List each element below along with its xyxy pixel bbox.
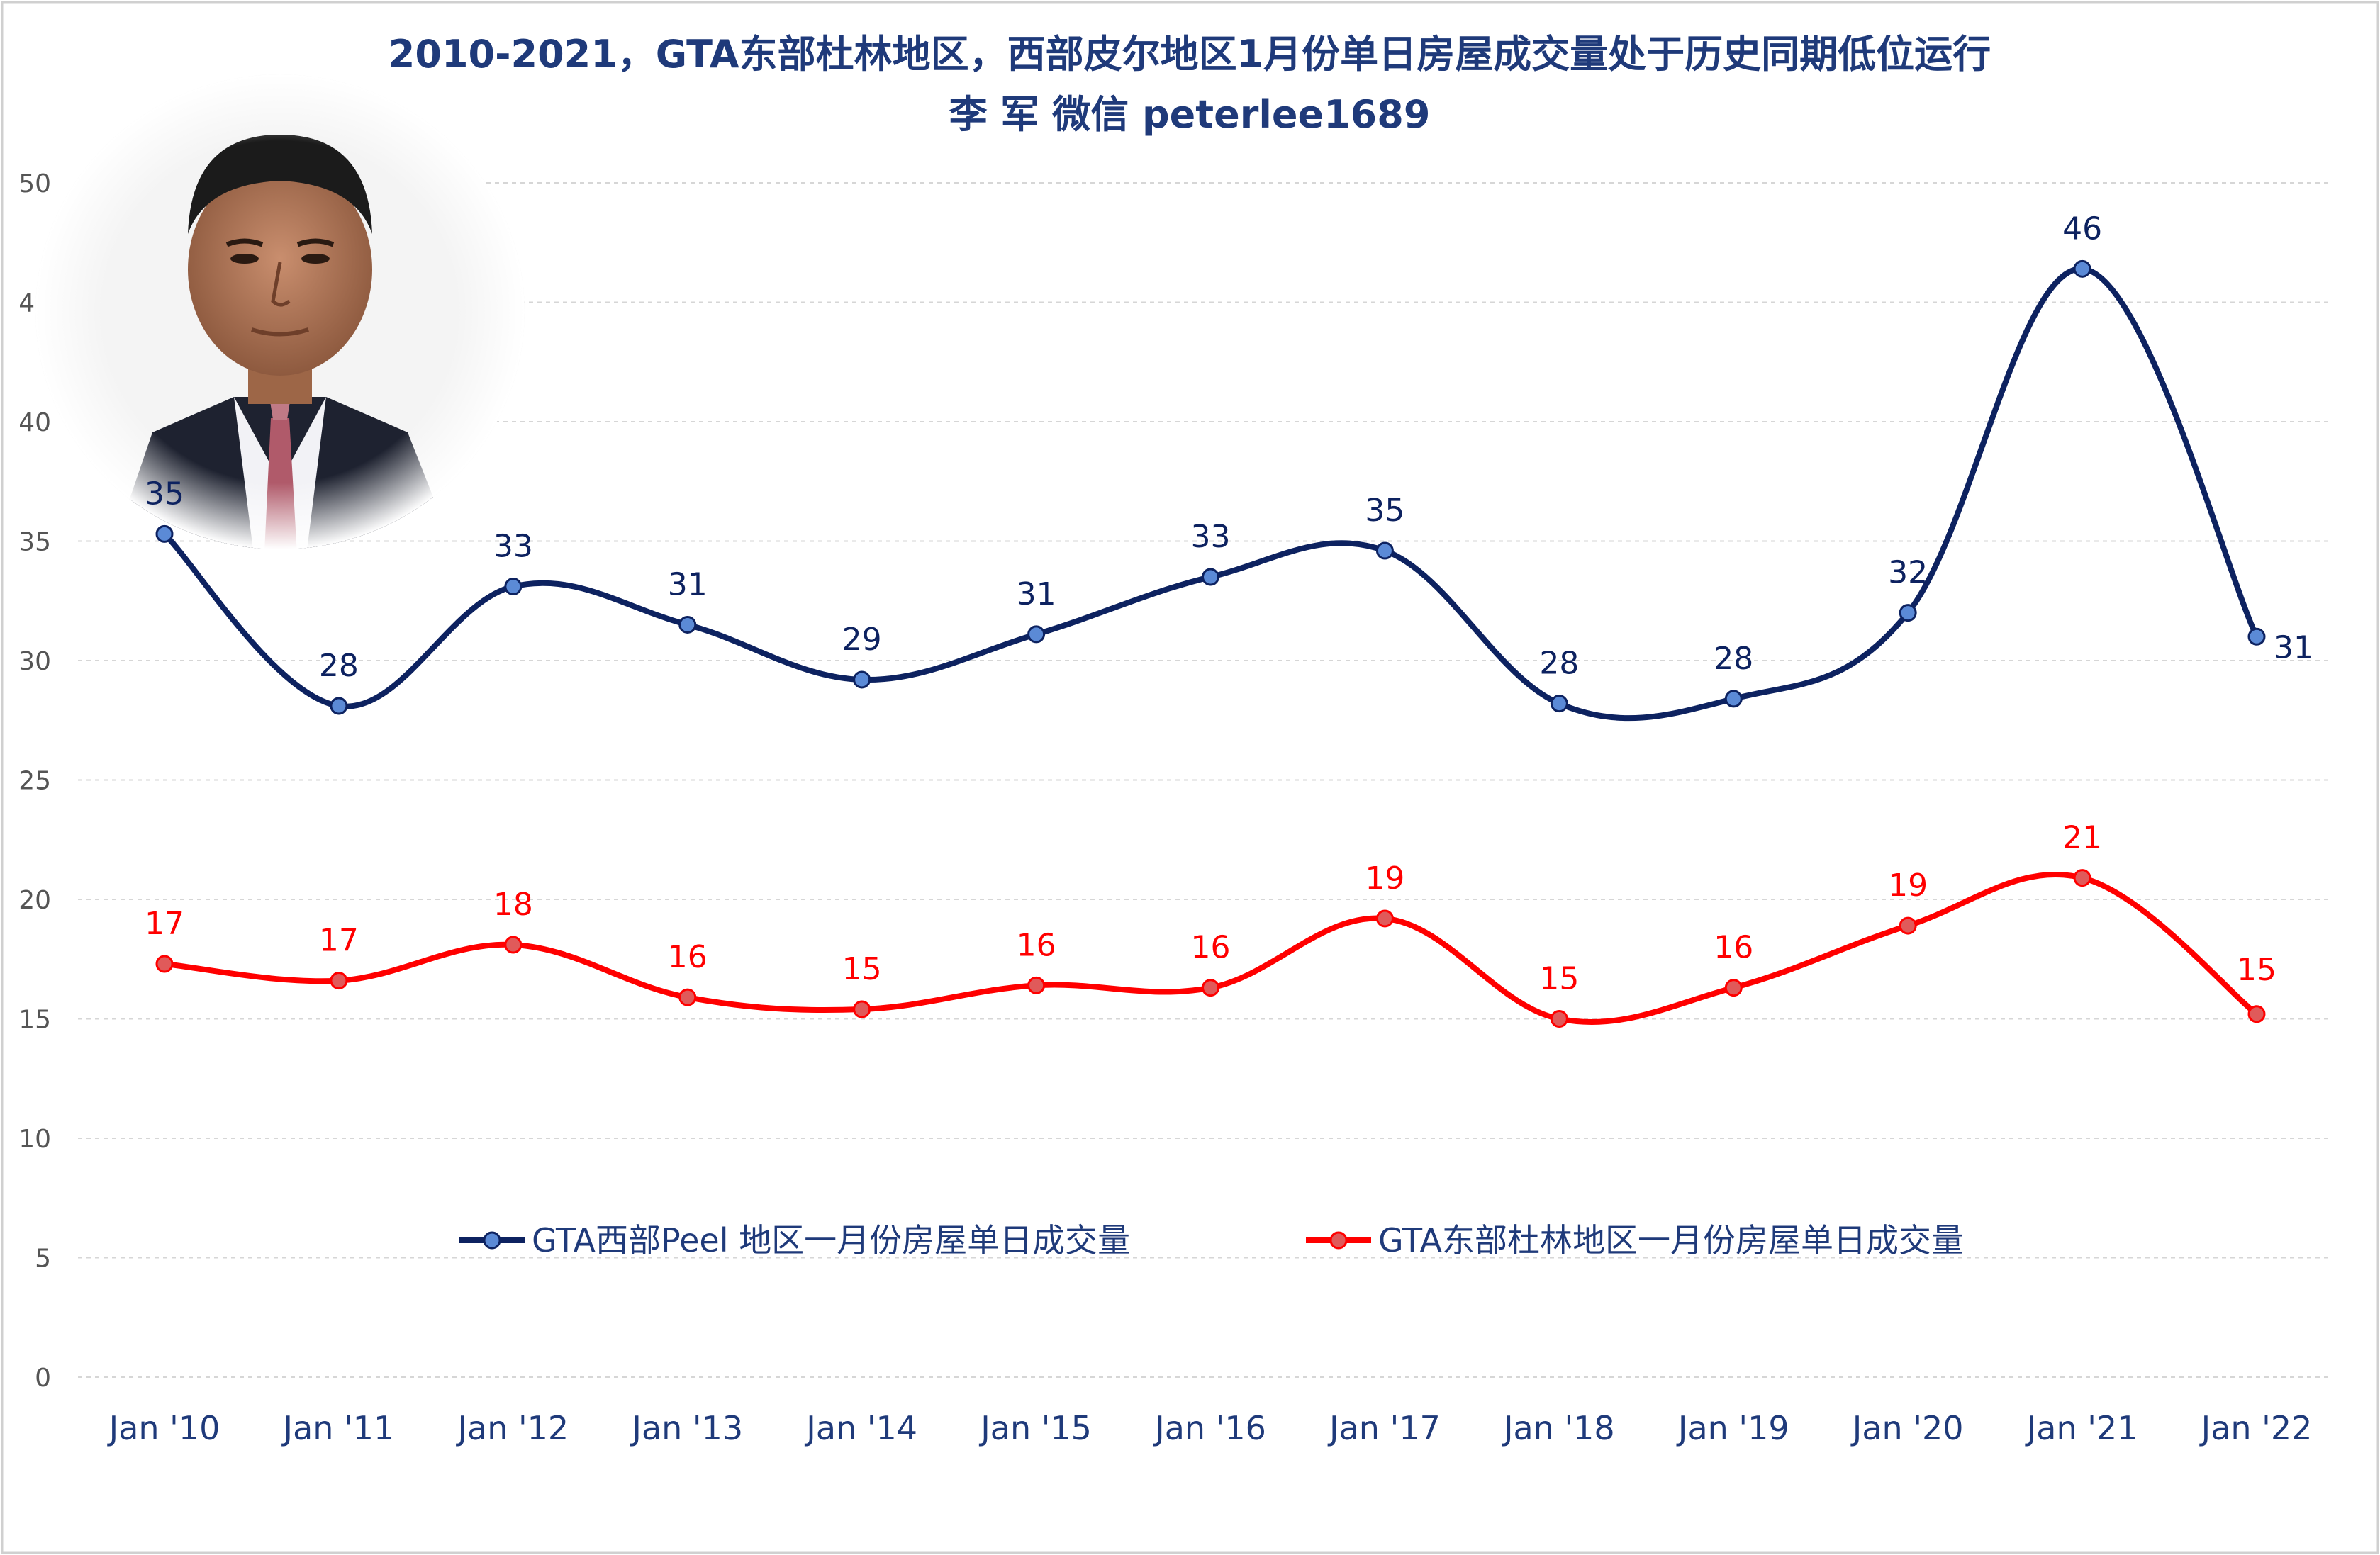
data-label: 29 xyxy=(842,622,882,658)
data-label: 15 xyxy=(1539,961,1579,997)
data-label: 28 xyxy=(319,648,359,684)
data-point xyxy=(2073,869,2091,887)
data-label: 17 xyxy=(145,906,184,942)
chart-title: 2010-2021，GTA东部杜林地区，西部皮尔地区1月份单日房屋成交量处于历史… xyxy=(389,32,1991,77)
data-point xyxy=(504,578,523,596)
data-point xyxy=(1202,979,1219,997)
data-point xyxy=(1375,909,1394,928)
data-label: 16 xyxy=(668,939,708,975)
data-label: 17 xyxy=(319,923,359,959)
legend: GTA西部Peel 地区一月份房屋单日成交量 GTA东部杜林地区一月份房屋单日成… xyxy=(459,1221,1964,1259)
chart-subtitle: 李 军 微信 peterlee1689 xyxy=(949,92,1431,137)
y-tick-label: 20 xyxy=(18,886,51,915)
x-tick-label: Jan '20 xyxy=(1850,1409,1964,1447)
data-label: 16 xyxy=(1714,930,1753,966)
data-label: 28 xyxy=(1539,646,1579,682)
legend-item-durham: GTA东部杜林地区一月份房屋单日成交量 xyxy=(1306,1221,1964,1259)
data-point xyxy=(1375,541,1394,560)
data-point xyxy=(853,1000,871,1018)
y-tick-label: 35 xyxy=(18,528,51,557)
y-tick-label: 0 xyxy=(35,1364,51,1393)
x-tick-label: Jan '18 xyxy=(1502,1409,1615,1447)
x-tick-label: Jan '15 xyxy=(978,1409,1092,1447)
x-tick-label: Jan '21 xyxy=(2025,1409,2138,1447)
series-group xyxy=(155,259,2266,1028)
data-point xyxy=(1202,568,1219,586)
data-point xyxy=(678,988,697,1006)
data-label: 46 xyxy=(2062,210,2102,247)
data-point xyxy=(155,524,174,543)
data-label: 31 xyxy=(1017,576,1056,612)
x-tick-label: Jan '19 xyxy=(1676,1409,1789,1447)
data-point xyxy=(853,670,871,689)
x-tick-label: Jan '22 xyxy=(2199,1409,2313,1447)
data-label: 33 xyxy=(493,529,533,565)
data-point xyxy=(1027,976,1046,994)
x-tick-label: Jan '16 xyxy=(1153,1409,1266,1447)
x-tick-label: Jan '10 xyxy=(107,1409,220,1447)
data-point xyxy=(1724,690,1743,708)
portrait-photo xyxy=(35,74,525,549)
y-tick-label: 25 xyxy=(18,767,51,796)
data-label: 19 xyxy=(1888,868,1928,904)
data-label: 32 xyxy=(1888,555,1928,591)
x-axis: Jan '10 Jan '11 Jan '12 Jan '13 Jan '14 Jan '… xyxy=(107,1409,2313,1447)
y-tick-label: 50 xyxy=(18,169,51,198)
x-tick-label: Jan '17 xyxy=(1327,1409,1441,1447)
x-tick-label: Jan '13 xyxy=(630,1409,743,1447)
data-point xyxy=(1550,695,1568,713)
data-label: 16 xyxy=(1191,930,1231,966)
data-point xyxy=(1899,916,1917,935)
x-tick-label: Jan '11 xyxy=(281,1409,395,1447)
legend-label-peel: GTA西部Peel 地区一月份房屋单日成交量 xyxy=(532,1221,1130,1259)
data-label: 18 xyxy=(493,887,533,923)
data-labels: 35 28 33 31 29 31 33 35 28 28 32 46 31 17 17 18 16 15 16 16… xyxy=(145,210,2313,997)
y-tick-label: 5 xyxy=(35,1245,51,1274)
y-tick-label: 10 xyxy=(18,1125,51,1154)
data-label: 19 xyxy=(1365,860,1404,897)
data-point xyxy=(1027,625,1046,644)
data-point xyxy=(2247,627,2266,646)
data-point xyxy=(1550,1010,1568,1028)
data-label: 15 xyxy=(842,951,882,987)
data-point xyxy=(1899,604,1917,622)
data-label: 15 xyxy=(2237,952,2276,988)
data-point xyxy=(2073,259,2091,278)
data-point xyxy=(1724,979,1743,997)
data-label: 35 xyxy=(145,476,184,512)
data-label: 33 xyxy=(1191,519,1231,555)
data-label: 16 xyxy=(1017,927,1056,963)
x-tick-label: Jan '14 xyxy=(804,1409,917,1447)
data-label: 31 xyxy=(2274,629,2313,666)
data-point xyxy=(678,615,697,634)
data-label: 21 xyxy=(2062,820,2102,856)
y-tick-label: 40 xyxy=(18,408,51,437)
x-tick-label: Jan '12 xyxy=(455,1409,569,1447)
data-point xyxy=(330,697,348,715)
y-tick-label: 15 xyxy=(18,1006,51,1035)
data-label: 31 xyxy=(668,566,708,602)
data-point xyxy=(155,955,174,973)
data-point xyxy=(2247,1005,2266,1023)
y-tick-label: 30 xyxy=(18,647,51,676)
legend-item-peel: GTA西部Peel 地区一月份房屋单日成交量 xyxy=(459,1221,1130,1259)
data-label: 35 xyxy=(1365,493,1404,529)
data-point xyxy=(504,936,523,954)
data-label: 28 xyxy=(1714,641,1753,677)
data-point xyxy=(330,972,348,990)
legend-label-durham: GTA东部杜林地区一月份房屋单日成交量 xyxy=(1378,1221,1964,1259)
